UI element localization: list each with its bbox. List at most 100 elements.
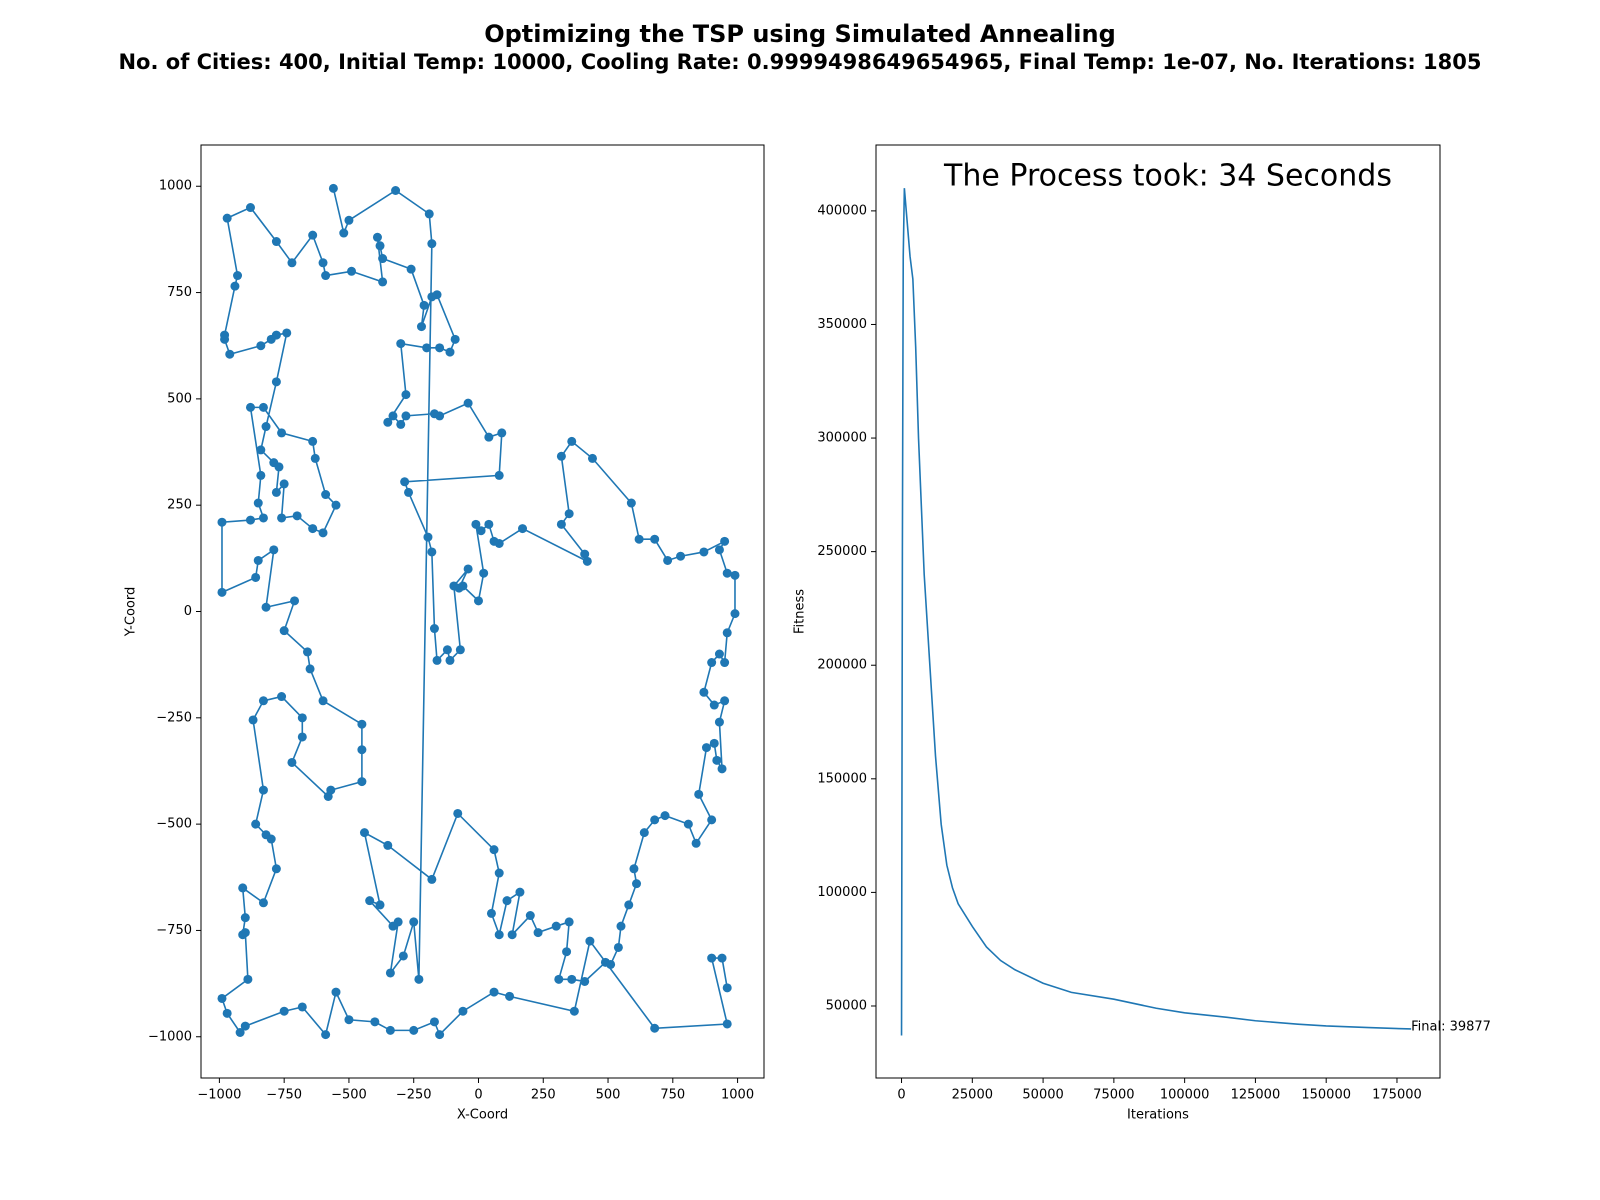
- city-point: [385, 968, 395, 978]
- city-point: [427, 292, 437, 302]
- city-point: [683, 819, 693, 829]
- city-point: [606, 959, 616, 969]
- city-point: [271, 237, 281, 247]
- city-point: [449, 581, 459, 591]
- city-point: [445, 655, 455, 665]
- city-point: [391, 186, 401, 196]
- city-point: [484, 519, 494, 529]
- city-point: [321, 490, 331, 500]
- y-tick-label: −1000: [148, 1029, 192, 1044]
- city-point: [388, 411, 398, 421]
- city-point: [398, 951, 408, 961]
- city-point: [494, 868, 504, 878]
- city-point: [256, 470, 266, 480]
- city-point: [567, 436, 577, 446]
- city-point: [676, 551, 686, 561]
- city-point: [305, 664, 315, 674]
- city-point: [243, 974, 253, 984]
- city-point: [567, 974, 577, 984]
- city-point: [217, 517, 227, 527]
- city-point: [318, 696, 328, 706]
- city-point: [292, 511, 302, 521]
- city-point: [357, 745, 367, 755]
- city-point: [585, 936, 595, 946]
- figure-title: Optimizing the TSP using Simulated Annea…: [484, 20, 1116, 48]
- y-tick-label: −500: [156, 817, 192, 832]
- city-point: [258, 513, 268, 523]
- city-point: [453, 808, 463, 818]
- city-point: [494, 470, 504, 480]
- city-point: [471, 519, 481, 529]
- annotation: Final: 39877: [1411, 1019, 1491, 1034]
- city-point: [422, 343, 432, 353]
- city-point: [344, 215, 354, 225]
- city-point: [297, 732, 307, 742]
- city-point: [240, 1021, 250, 1031]
- city-point: [556, 451, 566, 461]
- city-point: [308, 524, 318, 534]
- city-point: [722, 568, 732, 578]
- city-point: [297, 1002, 307, 1012]
- city-point: [308, 230, 318, 240]
- city-point: [582, 556, 592, 566]
- city-point: [359, 828, 369, 838]
- city-point: [720, 658, 730, 668]
- city-point: [505, 991, 515, 1001]
- city-point: [445, 347, 455, 357]
- city-point: [569, 1006, 579, 1016]
- axes-frame: [200, 144, 765, 1079]
- city-point: [730, 609, 740, 619]
- x-tick-label: −1000: [197, 1088, 241, 1103]
- city-point: [694, 789, 704, 799]
- data-line: [900, 188, 1412, 1036]
- city-point: [707, 658, 717, 668]
- city-point: [269, 545, 279, 555]
- city-point: [419, 300, 429, 310]
- city-point: [486, 908, 496, 918]
- y-tick-label: 50000: [826, 998, 867, 1013]
- city-point: [308, 436, 318, 446]
- city-point: [258, 898, 268, 908]
- city-point: [344, 1015, 354, 1025]
- city-point: [518, 524, 528, 534]
- city-point: [525, 911, 535, 921]
- city-point: [458, 1006, 468, 1016]
- city-point: [321, 1030, 331, 1040]
- city-point: [416, 322, 426, 332]
- city-point: [650, 1023, 660, 1033]
- y-tick-label: 0: [184, 604, 192, 619]
- y-tick-label: 1000: [159, 179, 192, 194]
- city-point: [533, 928, 543, 938]
- city-point: [551, 921, 561, 931]
- city-point: [217, 587, 227, 597]
- city-point: [709, 738, 719, 748]
- city-point: [473, 596, 483, 606]
- city-point: [409, 1025, 419, 1035]
- figure-subtitle: No. of Cities: 400, Initial Temp: 10000,…: [118, 50, 1481, 74]
- city-point: [271, 487, 281, 497]
- city-point: [253, 498, 263, 508]
- city-point: [248, 715, 258, 725]
- city-point: [222, 213, 232, 223]
- city-point: [282, 328, 292, 338]
- city-point: [424, 209, 434, 219]
- city-point: [347, 266, 357, 276]
- y-tick-label: 250: [167, 498, 192, 513]
- city-point: [271, 377, 281, 387]
- city-point: [489, 845, 499, 855]
- city-point: [251, 572, 261, 582]
- city-point: [277, 428, 287, 438]
- city-point: [427, 239, 437, 249]
- city-point: [562, 947, 572, 957]
- city-point: [331, 500, 341, 510]
- city-point: [722, 1019, 732, 1029]
- y-axis-label: Y-Coord: [124, 587, 139, 637]
- city-point: [396, 419, 406, 429]
- city-point: [401, 390, 411, 400]
- city-point: [717, 953, 727, 963]
- city-point: [502, 896, 512, 906]
- city-point: [691, 838, 701, 848]
- city-point: [370, 1017, 380, 1027]
- city-point: [427, 874, 437, 884]
- city-point: [279, 626, 289, 636]
